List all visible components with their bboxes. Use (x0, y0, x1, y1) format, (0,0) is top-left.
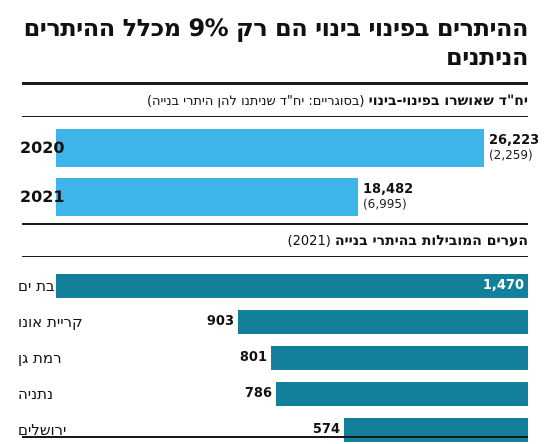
value-label: 1,470 (482, 278, 524, 293)
value-label: 903 (206, 314, 234, 329)
chart1-header: יח"ד שאושרו בפינוי-בינוי (בסוגריים: יח"ד… (22, 92, 528, 111)
city-bar (271, 346, 528, 370)
permits-value-label: (2,259) (489, 148, 533, 162)
city-label: ירושלים (18, 421, 67, 439)
chart2-header: הערים המובילות בהיתרי בנייה (2021) (22, 232, 528, 251)
section-divider (22, 223, 528, 225)
year-label: 2021 (20, 187, 65, 206)
chart1-divider (22, 116, 528, 117)
year-label: 2020 (20, 138, 65, 157)
city-bar (56, 274, 528, 298)
city-label: רמת גן (18, 349, 62, 367)
chart2-subtitle: (2021) (287, 234, 331, 249)
chart1-subtitle: (בסוגריים: יח"ד שניתנו להן היתרי בנייה) (146, 94, 365, 109)
page-title: ההיתרים בפינוי בינוי הם רק 9% מכלל ההיתר… (23, 14, 529, 71)
value-label: 786 (244, 386, 272, 401)
approved-units-bar (56, 129, 484, 167)
city-label: בת ים (18, 277, 55, 295)
chart1-title: יח"ד שאושרו בפינוי-בינוי (368, 93, 528, 109)
value-label: 574 (312, 422, 340, 437)
city-bar (238, 310, 528, 334)
city-bar (344, 418, 528, 442)
chart2-divider (22, 256, 528, 257)
title-divider (22, 82, 528, 85)
chart2-title: הערים המובילות בהיתרי בנייה (334, 233, 528, 249)
city-label: קריית אונו (18, 313, 83, 331)
city-label: נתניה (18, 385, 54, 403)
permits-value-label: (6,995) (363, 197, 407, 211)
value-label: 801 (239, 350, 267, 365)
value-label: 26,223 (489, 133, 540, 148)
city-bar (276, 382, 528, 406)
bottom-divider (22, 436, 528, 438)
value-label: 18,482 (363, 182, 414, 197)
approved-units-bar (56, 178, 358, 216)
